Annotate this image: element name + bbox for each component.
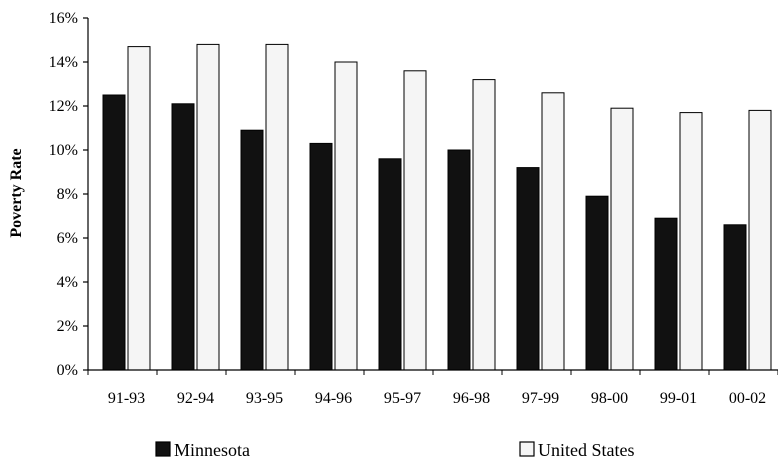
- y-tick-label: 4%: [57, 274, 78, 291]
- bar-united-states: [127, 46, 151, 371]
- legend: Minnesota United States: [155, 440, 635, 460]
- bar-minnesota: [309, 142, 333, 371]
- bar-minnesota: [516, 167, 540, 371]
- bar-minnesota: [585, 195, 609, 371]
- x-tick-label: 99-01: [660, 390, 697, 407]
- y-tick-label: 12%: [49, 98, 78, 115]
- legend-united-states: United States: [519, 440, 635, 460]
- bar-united-states: [541, 92, 565, 371]
- x-tick-label: 00-02: [729, 390, 766, 407]
- x-tick-label: 93-95: [246, 390, 283, 407]
- y-axis-title: Poverty Rate: [8, 148, 25, 237]
- y-tick-label: 2%: [57, 318, 78, 335]
- x-tick-label: 91-93: [108, 390, 145, 407]
- x-tick-label: 94-96: [315, 390, 352, 407]
- bar-minnesota: [723, 224, 747, 371]
- bar-minnesota: [447, 149, 471, 371]
- legend-swatch: [519, 441, 535, 457]
- y-tick-label: 6%: [57, 230, 78, 247]
- x-axis-ticks: 91-93 92-94 93-95 94-96 95-97 96-98 97-99 98-00…: [87, 370, 778, 407]
- y-tick-label: 0%: [57, 362, 78, 379]
- bar-united-states: [610, 107, 634, 371]
- bar-united-states: [679, 112, 703, 371]
- bar-minnesota: [171, 103, 195, 371]
- y-axis-ticks: 0% 2% 4% 6% 8% 10% 12% 14% 16%: [49, 10, 88, 379]
- y-tick-label: 10%: [49, 142, 78, 159]
- legend-minnesota: Minnesota: [155, 440, 250, 460]
- bar-minnesota: [654, 217, 678, 371]
- legend-label: United States: [538, 440, 635, 460]
- bar-minnesota: [378, 158, 402, 371]
- bar-minnesota: [102, 94, 126, 371]
- x-tick-label: 92-94: [177, 390, 214, 407]
- bars: [102, 43, 772, 371]
- bar-united-states: [403, 70, 427, 371]
- bar-united-states: [748, 109, 772, 371]
- y-tick-label: 8%: [57, 186, 78, 203]
- y-tick-label: 14%: [49, 54, 78, 71]
- bar-united-states: [196, 43, 220, 371]
- bar-united-states: [472, 79, 496, 371]
- x-tick-label: 96-98: [453, 390, 490, 407]
- bar-united-states: [265, 43, 289, 371]
- legend-label: Minnesota: [174, 440, 250, 460]
- x-tick-label: 95-97: [384, 390, 421, 407]
- x-tick-label: 97-99: [522, 390, 559, 407]
- x-tick-label: 98-00: [591, 390, 628, 407]
- bar-united-states: [334, 61, 358, 371]
- legend-swatch: [155, 441, 171, 457]
- y-tick-label: 16%: [49, 10, 78, 27]
- bar-minnesota: [240, 129, 264, 371]
